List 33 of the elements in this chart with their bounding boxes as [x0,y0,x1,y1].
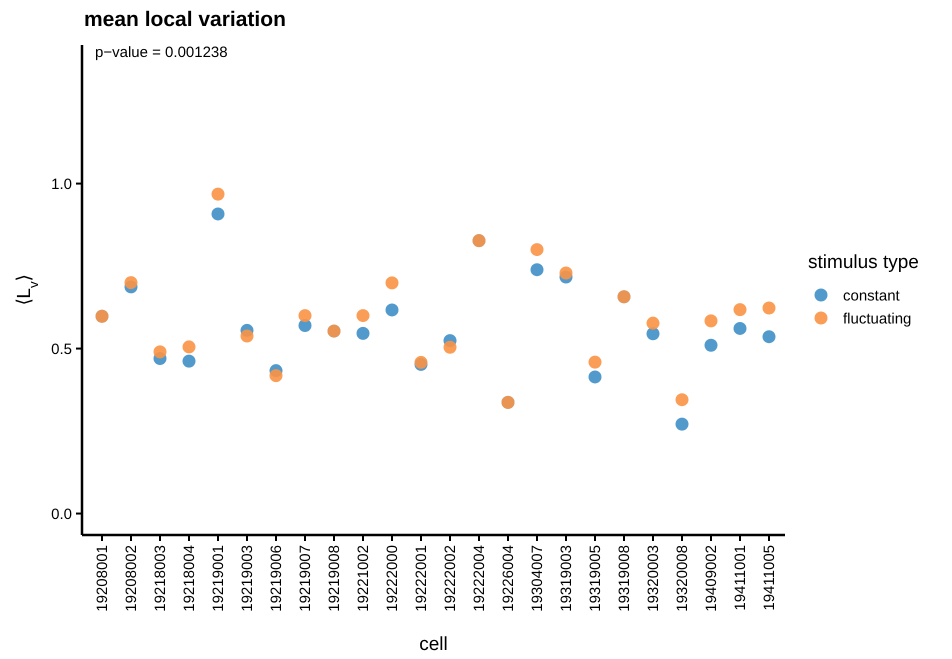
legend-label: fluctuating [843,310,912,328]
legend-label: constant [843,287,901,304]
x-tick-label: 19319005 [587,545,604,612]
x-tick-label: 19409002 [703,545,720,612]
x-tick-label: 19222002 [442,545,459,612]
x-tick-label: 19219003 [239,545,256,612]
x-tick-label: 19222000 [384,545,401,612]
x-tick-label: 19221002 [355,545,372,612]
x-tick-label: 19219006 [268,545,285,612]
x-tick-label: 19222004 [471,545,488,612]
x-axis-title: cell [419,634,448,655]
legend-title: stimulus type [808,252,919,273]
y-tick-label: 1.0 [51,176,72,193]
x-tick-label: 19208001 [94,545,111,612]
x-tick-label: 19319003 [558,545,575,612]
x-tick-label: 19320003 [645,545,662,612]
y-tick-label: 0.5 [51,340,72,358]
x-tick-label: 19411001 [732,545,749,611]
x-tick-label: 19222001 [413,545,430,612]
chart-title: mean local variation [84,8,286,31]
y-tick-label: 0.0 [51,506,72,523]
x-tick-label: 19320008 [674,545,691,612]
x-tick-label: 19208002 [123,545,140,612]
x-tick-label: 19226004 [500,545,517,612]
annotation: p−value = 0.001238 [95,44,228,61]
x-tick-label: 19219008 [326,545,343,612]
x-tick-label: 19411005 [761,545,778,611]
x-tick-label: 19219007 [297,545,314,612]
x-tick-label: 19319008 [616,545,633,612]
x-tick-label: 19218003 [152,545,169,612]
x-tick-label: 19304007 [529,545,546,612]
x-tick-label: 19219001 [210,545,227,612]
x-tick-label: 19218004 [181,545,198,612]
